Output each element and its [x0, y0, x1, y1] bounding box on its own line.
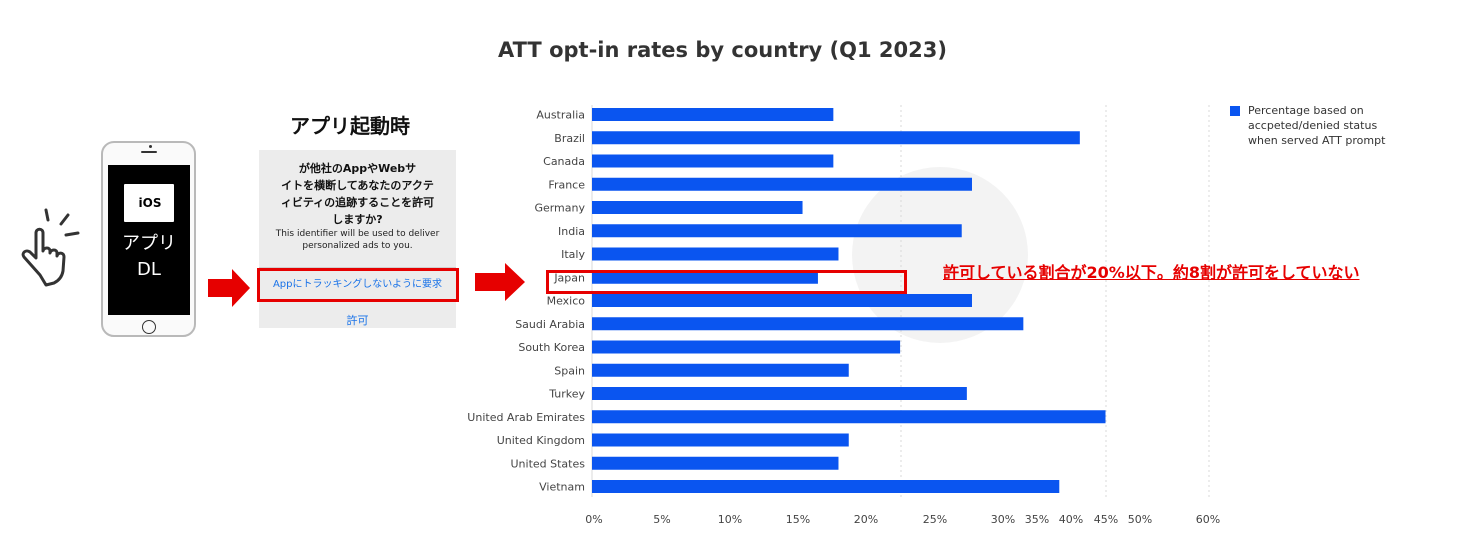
- x-tick-label: 20%: [854, 513, 878, 526]
- x-tick-label: 5%: [653, 513, 670, 526]
- x-tick-label: 45%: [1094, 513, 1118, 526]
- arrow-right-icon: [475, 263, 525, 301]
- category-label: South Korea: [518, 341, 585, 354]
- category-label: United Kingdom: [497, 434, 585, 447]
- bar-south-korea: [592, 340, 901, 354]
- bar-italy: [592, 247, 839, 261]
- home-button: [142, 320, 156, 334]
- category-label: Mexico: [547, 295, 586, 308]
- x-tick-label: 25%: [923, 513, 947, 526]
- category-label: United States: [511, 457, 586, 470]
- tap-hand-icon: [21, 208, 80, 287]
- category-label: France: [548, 178, 585, 191]
- x-tick-label: 0%: [585, 513, 602, 526]
- bar-mexico: [592, 294, 972, 307]
- ios-badge-text: iOS: [138, 196, 162, 210]
- arrow-right-icon: [208, 269, 250, 307]
- category-label: India: [558, 225, 585, 238]
- x-tick-label: 30%: [991, 513, 1015, 526]
- phone-illustration: iOS アプリ DL: [101, 141, 196, 337]
- category-label: Japan: [553, 271, 585, 284]
- legend-label: Percentage based on accpeted/denied stat…: [1248, 104, 1386, 147]
- dialog-heading: アプリ起動時: [290, 114, 410, 138]
- att-permission-dialog: が他社のAppやWebサ イトを横断してあなたのアクテ ィビティの追跡することを…: [259, 150, 456, 328]
- bar-india: [592, 224, 962, 238]
- category-label: Australia: [536, 109, 585, 122]
- category-label: Italy: [561, 248, 585, 261]
- dialog-subtext: This identifier will be used to deliver …: [275, 229, 440, 251]
- bar-united-states: [592, 456, 839, 470]
- x-tick-label: 15%: [786, 513, 810, 526]
- category-label: Vietnam: [539, 481, 585, 494]
- bar-germany: [592, 201, 803, 214]
- chart-title: ATT opt-in rates by country (Q1 2023): [498, 38, 947, 62]
- phone-speaker: [141, 151, 157, 153]
- ask-not-to-track-button[interactable]: Appにトラッキングしないように要求: [272, 279, 443, 290]
- category-label: Brazil: [554, 132, 585, 145]
- bar-canada: [592, 154, 834, 168]
- category-label: Germany: [534, 202, 585, 215]
- bar-france: [592, 177, 972, 191]
- dialog-divider: [259, 267, 456, 268]
- x-tick-label: 35%: [1025, 513, 1049, 526]
- category-label: Canada: [543, 155, 585, 168]
- category-label: Saudi Arabia: [515, 318, 585, 331]
- category-label: United Arab Emirates: [467, 411, 585, 424]
- bar-saudi-arabia: [592, 317, 1024, 331]
- japan-highlight-box: [546, 270, 907, 294]
- phone-camera: [149, 145, 152, 148]
- app-download-label: アプリ DL: [122, 233, 176, 280]
- x-tick-label: 10%: [718, 513, 742, 526]
- bar-vietnam: [592, 480, 1060, 493]
- japan-annotation: 許可している割合が20%以下。約8割が許可をしていない: [943, 263, 1360, 282]
- ios-badge: iOS: [124, 184, 174, 222]
- category-label: Spain: [554, 364, 585, 377]
- bar-australia: [592, 108, 834, 121]
- watermark-logo: [852, 167, 1028, 343]
- dialog-question: が他社のAppやWebサ イトを横断してあなたのアクテ ィビティの追跡することを…: [280, 162, 435, 226]
- x-tick-label: 60%: [1196, 513, 1220, 526]
- bar-turkey: [592, 387, 967, 400]
- bar-brazil: [592, 131, 1080, 145]
- legend-swatch: [1230, 106, 1240, 116]
- category-label: Turkey: [548, 388, 585, 401]
- deny-highlight-box: [257, 268, 459, 302]
- bar-united-arab-emirates: [592, 410, 1106, 424]
- x-tick-label: 50%: [1128, 513, 1152, 526]
- x-tick-label: 40%: [1059, 513, 1083, 526]
- phone-screen: iOS アプリ DL: [108, 165, 190, 315]
- bar-spain: [592, 363, 849, 377]
- allow-button[interactable]: 許可: [346, 314, 369, 327]
- bar-japan: [592, 270, 818, 284]
- bar-united-kingdom: [592, 433, 849, 447]
